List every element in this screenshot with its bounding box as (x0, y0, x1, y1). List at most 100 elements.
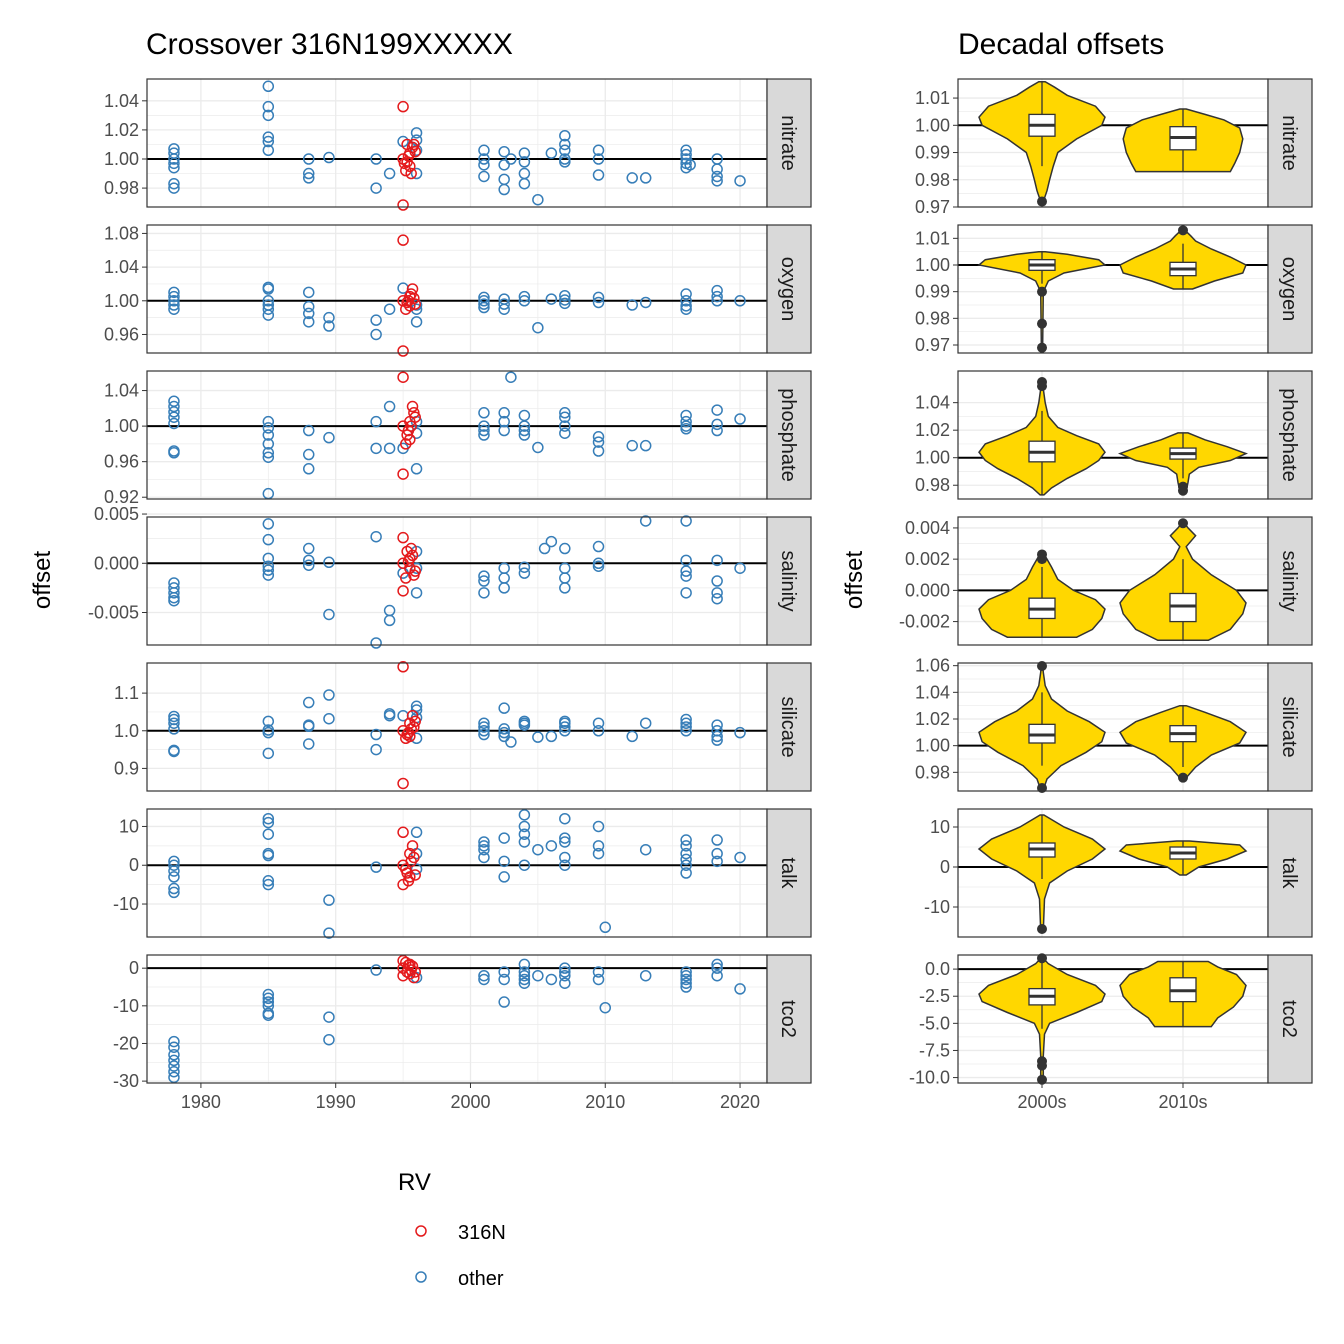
y-tick-label: 1.02 (915, 420, 950, 440)
point-other (168, 882, 180, 895)
point-other (734, 983, 746, 995)
x-tick-label: 2020 (720, 1092, 760, 1112)
point-316n (397, 661, 409, 673)
violin-2000s (977, 250, 1107, 352)
panel-background (147, 371, 767, 499)
point-316n (397, 777, 409, 790)
point-other (302, 172, 315, 184)
point-other (711, 855, 723, 868)
point-316n (398, 157, 411, 170)
point-other (559, 725, 571, 737)
left-chart-title: Crossover 316N199XXXXX (146, 28, 513, 61)
point-316n (397, 199, 409, 211)
point-other (592, 153, 605, 165)
point-other (518, 567, 531, 579)
point-other (680, 153, 692, 165)
y-tick-label: 0.96 (104, 452, 139, 472)
point-316n (408, 407, 420, 419)
y-tick-label: 1.01 (915, 228, 950, 248)
point-other (262, 309, 275, 321)
y-tick-label: 1.06 (915, 656, 950, 676)
point-other (711, 170, 723, 183)
y-tick-label: 0.98 (915, 170, 950, 190)
y-tick-label: 1.02 (915, 709, 950, 729)
point-other (478, 298, 490, 310)
point-other (711, 847, 723, 860)
left-panel-silicate: 0.9 1.0 1.1 silicate (114, 661, 812, 792)
y-tick-label: -0.005 (88, 603, 139, 623)
point-other (559, 721, 571, 733)
point-other (680, 587, 692, 599)
point-other (168, 1065, 180, 1078)
point-316n (397, 345, 409, 357)
point-other (478, 407, 490, 419)
point-other (532, 731, 544, 743)
point-other (410, 863, 423, 875)
point-other (559, 427, 571, 439)
point-other (518, 290, 531, 303)
point-other (592, 169, 605, 181)
facet-strip-label: phosphate (777, 388, 799, 481)
point-other (323, 927, 335, 939)
point-other (532, 843, 544, 856)
facet-strip (1267, 662, 1313, 792)
point-other (478, 973, 490, 986)
point-other (383, 442, 396, 455)
point-other (323, 712, 335, 725)
point-other (518, 969, 531, 982)
y-tick-label: 1.00 (915, 115, 950, 135)
point-other (478, 721, 490, 733)
point-other (323, 608, 335, 621)
point-other (505, 153, 517, 165)
point-other (478, 295, 490, 307)
point-316n (405, 855, 417, 868)
point-other (478, 969, 490, 982)
point-other (262, 812, 275, 825)
point-other (592, 436, 605, 448)
point-other (498, 145, 510, 158)
facet-strip (766, 808, 812, 938)
y-tick-label: -5.0 (919, 1013, 950, 1033)
point-other (478, 725, 490, 737)
point-other (498, 973, 510, 986)
point-other (478, 153, 490, 165)
point-other (711, 554, 723, 567)
right-panel-nitrate: 0.97 0.98 0.99 1.00 1.01 nitrate (915, 78, 1313, 217)
point-316n (402, 555, 415, 568)
point-other (168, 710, 180, 723)
point-other (262, 988, 275, 1001)
point-other (370, 964, 382, 976)
point-other (545, 535, 558, 548)
point-other (498, 415, 510, 428)
point-316n (401, 138, 413, 151)
outlier-point (1037, 381, 1047, 392)
point-other (592, 725, 605, 737)
point-other (168, 417, 180, 430)
point-other (370, 153, 382, 165)
point-other (383, 400, 396, 413)
point-other (302, 463, 315, 475)
y-tick-label: 10 (119, 816, 139, 836)
point-other (680, 966, 692, 978)
outlier-point (1178, 225, 1188, 236)
y-tick-label: 1.01 (915, 88, 950, 108)
point-other (592, 557, 605, 570)
point-other (518, 809, 531, 821)
point-other (168, 290, 180, 303)
point-other (711, 962, 723, 974)
point-other (168, 587, 180, 599)
outlier-point (1178, 485, 1188, 496)
point-other (323, 311, 335, 324)
point-other (711, 418, 723, 431)
point-other (302, 720, 315, 732)
point-other (262, 295, 275, 307)
point-other (168, 871, 180, 883)
point-316n (409, 715, 421, 728)
point-other (370, 861, 382, 873)
y-tick-label: -7.5 (919, 1040, 950, 1060)
point-other (680, 847, 692, 860)
point-other (262, 438, 275, 450)
point-other (592, 144, 605, 157)
facet-strip-label: phosphate (1278, 388, 1300, 481)
